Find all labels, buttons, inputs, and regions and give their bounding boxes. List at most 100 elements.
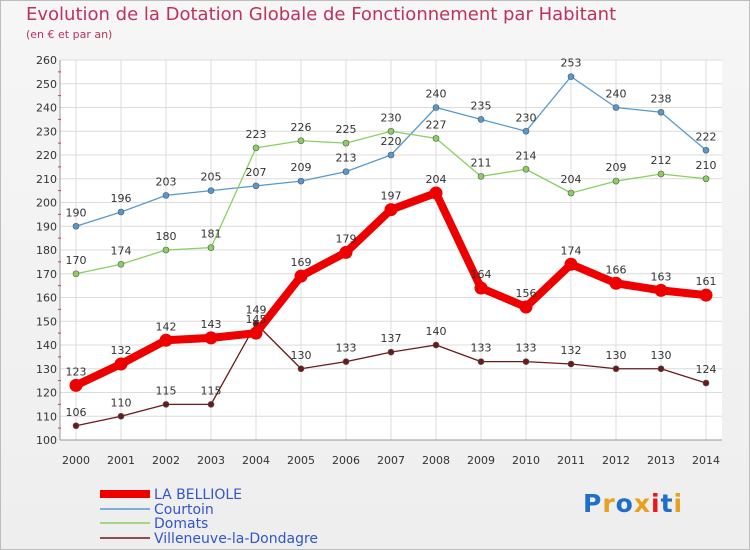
data-point bbox=[477, 116, 485, 123]
data-point bbox=[522, 358, 530, 365]
x-tick-label: 2001 bbox=[107, 454, 135, 467]
data-point bbox=[72, 422, 80, 430]
proxiti-logo: Proxiti bbox=[583, 489, 684, 518]
x-tick-label: 2006 bbox=[332, 454, 360, 467]
y-tick-label: 210 bbox=[36, 173, 57, 186]
data-point bbox=[162, 401, 170, 408]
data-label: 170 bbox=[66, 254, 87, 267]
data-point bbox=[657, 108, 665, 116]
data-point bbox=[429, 186, 443, 200]
data-label: 169 bbox=[291, 256, 312, 269]
data-label: 166 bbox=[606, 263, 627, 276]
data-label: 240 bbox=[426, 88, 447, 101]
data-label: 204 bbox=[561, 173, 582, 186]
data-label: 222 bbox=[696, 130, 717, 143]
data-point bbox=[72, 270, 80, 278]
data-point bbox=[384, 203, 398, 217]
data-point bbox=[567, 189, 575, 197]
chart-subtitle: (en € et par an) bbox=[26, 28, 113, 41]
data-label: 197 bbox=[381, 190, 402, 203]
data-label: 164 bbox=[471, 268, 492, 281]
data-label: 110 bbox=[111, 396, 132, 409]
data-label: 190 bbox=[66, 206, 87, 219]
x-tick-label: 2002 bbox=[152, 454, 180, 467]
data-point bbox=[657, 170, 665, 178]
x-tick-label: 2012 bbox=[602, 454, 630, 467]
chart-title: Evolution de la Dotation Globale de Fonc… bbox=[26, 4, 617, 25]
data-point bbox=[117, 208, 125, 216]
data-label: 230 bbox=[381, 111, 402, 124]
x-tick-label: 2013 bbox=[647, 454, 675, 467]
data-label: 174 bbox=[111, 244, 132, 257]
data-point bbox=[297, 177, 305, 185]
x-tick-label: 2003 bbox=[197, 454, 225, 467]
data-label: 220 bbox=[381, 135, 402, 148]
data-point bbox=[339, 245, 353, 259]
data-point bbox=[342, 139, 350, 147]
y-tick-label: 110 bbox=[36, 410, 57, 423]
data-label: 179 bbox=[336, 232, 357, 245]
x-tick-label: 2004 bbox=[242, 454, 270, 467]
data-point bbox=[612, 104, 620, 111]
data-label: 235 bbox=[471, 99, 492, 112]
y-tick-label: 100 bbox=[36, 434, 57, 447]
data-point bbox=[387, 348, 395, 356]
data-label: 226 bbox=[291, 121, 312, 134]
data-point bbox=[477, 173, 485, 180]
data-point bbox=[612, 177, 620, 185]
data-point bbox=[342, 358, 350, 365]
data-label: 133 bbox=[336, 342, 357, 355]
data-point bbox=[207, 187, 215, 194]
data-label: 174 bbox=[561, 244, 582, 257]
x-tick-label: 2007 bbox=[377, 454, 405, 467]
data-label: 230 bbox=[516, 111, 537, 124]
data-label: 156 bbox=[516, 287, 537, 300]
data-point bbox=[522, 165, 530, 173]
data-point bbox=[249, 326, 263, 340]
data-label: 145 bbox=[246, 313, 267, 326]
data-point bbox=[519, 300, 533, 314]
data-label: 225 bbox=[336, 123, 357, 136]
data-label: 203 bbox=[156, 175, 177, 188]
y-tick-label: 230 bbox=[36, 125, 57, 138]
data-point bbox=[294, 269, 308, 283]
data-point bbox=[297, 137, 305, 145]
data-point bbox=[699, 288, 713, 302]
x-tick-label: 2011 bbox=[557, 454, 585, 467]
data-point bbox=[297, 365, 305, 373]
data-point bbox=[522, 127, 530, 135]
data-point bbox=[252, 182, 260, 190]
data-point bbox=[432, 341, 440, 349]
data-label: 163 bbox=[651, 270, 672, 283]
data-label: 205 bbox=[201, 171, 222, 184]
data-label: 115 bbox=[156, 384, 177, 397]
data-label: 207 bbox=[246, 166, 267, 179]
data-point bbox=[387, 151, 395, 159]
legend-label: LA BELLIOLE bbox=[154, 487, 242, 503]
data-label: 130 bbox=[651, 349, 672, 362]
data-point bbox=[252, 144, 260, 152]
x-tick-label: 2014 bbox=[692, 454, 720, 467]
data-point bbox=[567, 73, 575, 80]
data-label: 253 bbox=[561, 57, 582, 70]
y-tick-label: 140 bbox=[36, 339, 57, 352]
data-point bbox=[609, 276, 623, 290]
x-tick-label: 2000 bbox=[62, 454, 90, 467]
data-label: 124 bbox=[696, 363, 717, 376]
data-point bbox=[114, 357, 128, 371]
data-point bbox=[207, 244, 215, 251]
data-label: 196 bbox=[111, 192, 132, 205]
x-tick-label: 2005 bbox=[287, 454, 315, 467]
data-point bbox=[207, 401, 215, 408]
data-label: 209 bbox=[291, 161, 312, 174]
y-tick-label: 130 bbox=[36, 363, 57, 376]
data-point bbox=[117, 260, 125, 268]
data-point bbox=[567, 360, 575, 368]
data-label: 137 bbox=[381, 332, 402, 345]
data-label: 142 bbox=[156, 320, 177, 333]
data-point bbox=[564, 257, 578, 271]
data-label: 204 bbox=[426, 173, 447, 186]
x-tick-label: 2010 bbox=[512, 454, 540, 467]
data-label: 115 bbox=[201, 384, 222, 397]
data-label: 181 bbox=[201, 228, 222, 241]
